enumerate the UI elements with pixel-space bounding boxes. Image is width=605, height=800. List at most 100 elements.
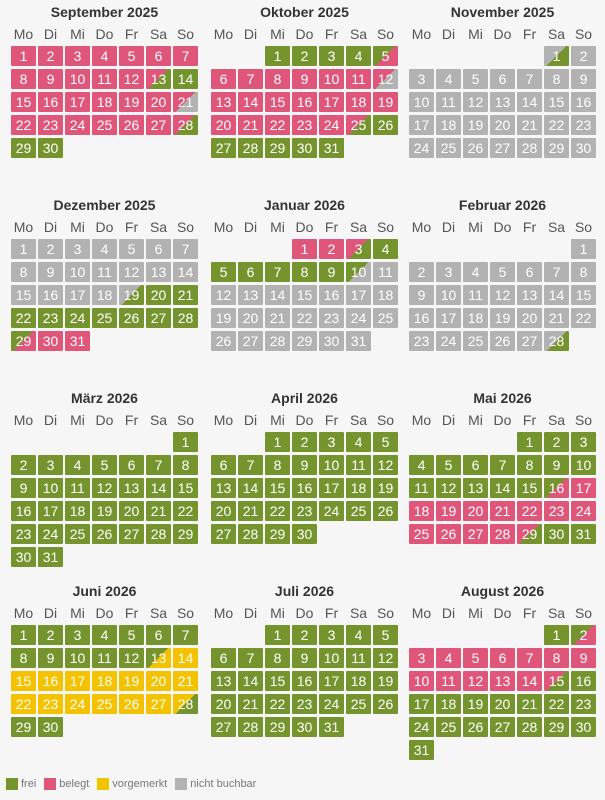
day-cell[interactable]: 7 (173, 46, 198, 66)
day-cell[interactable]: 20 (490, 115, 515, 135)
day-cell[interactable]: 4 (436, 648, 461, 668)
day-cell[interactable]: 1 (265, 46, 290, 66)
day-cell[interactable]: 18 (92, 92, 117, 112)
day-cell[interactable]: 26 (490, 331, 515, 351)
day-cell[interactable]: 28 (173, 308, 198, 328)
day-cell[interactable]: 10 (319, 648, 344, 668)
day-cell[interactable]: 21 (238, 694, 263, 714)
day-cell[interactable]: 18 (346, 671, 371, 691)
day-cell[interactable]: 5 (436, 455, 461, 475)
day-cell[interactable]: 23 (544, 501, 569, 521)
day-cell[interactable]: 14 (544, 285, 569, 305)
day-cell[interactable]: 15 (11, 92, 36, 112)
day-cell[interactable]: 16 (292, 671, 317, 691)
day-cell[interactable]: 15 (265, 671, 290, 691)
day-cell[interactable]: 6 (211, 648, 236, 668)
day-cell[interactable]: 21 (238, 501, 263, 521)
day-cell[interactable]: 26 (463, 717, 488, 737)
day-cell[interactable]: 16 (571, 92, 596, 112)
day-cell[interactable]: 23 (292, 501, 317, 521)
day-cell[interactable]: 24 (436, 331, 461, 351)
day-cell[interactable]: 30 (571, 138, 596, 158)
day-cell[interactable]: 30 (11, 547, 36, 567)
day-cell[interactable]: 10 (65, 262, 90, 282)
day-cell[interactable]: 10 (38, 478, 63, 498)
day-cell[interactable]: 19 (119, 671, 144, 691)
day-cell[interactable]: 3 (319, 625, 344, 645)
day-cell[interactable]: 2 (571, 46, 596, 66)
day-cell[interactable]: 19 (92, 501, 117, 521)
day-cell[interactable]: 17 (409, 694, 434, 714)
day-cell[interactable]: 16 (319, 285, 344, 305)
day-cell[interactable]: 20 (146, 671, 171, 691)
day-cell[interactable]: 5 (119, 46, 144, 66)
day-cell[interactable]: 6 (119, 455, 144, 475)
day-cell[interactable]: 29 (265, 717, 290, 737)
day-cell[interactable]: 16 (544, 478, 569, 498)
day-cell[interactable]: 4 (92, 46, 117, 66)
day-cell[interactable]: 17 (436, 308, 461, 328)
day-cell[interactable]: 22 (173, 501, 198, 521)
day-cell[interactable]: 9 (38, 262, 63, 282)
day-cell[interactable]: 2 (11, 455, 36, 475)
day-cell[interactable]: 23 (571, 694, 596, 714)
day-cell[interactable]: 7 (265, 262, 290, 282)
day-cell[interactable]: 12 (436, 478, 461, 498)
day-cell[interactable]: 20 (238, 308, 263, 328)
day-cell[interactable]: 22 (265, 115, 290, 135)
day-cell[interactable]: 22 (292, 308, 317, 328)
day-cell[interactable]: 1 (11, 46, 36, 66)
day-cell[interactable]: 8 (265, 69, 290, 89)
day-cell[interactable]: 28 (490, 524, 515, 544)
day-cell[interactable]: 15 (571, 285, 596, 305)
day-cell[interactable]: 17 (38, 501, 63, 521)
day-cell[interactable]: 12 (373, 648, 398, 668)
day-cell[interactable]: 13 (211, 671, 236, 691)
day-cell[interactable]: 27 (119, 524, 144, 544)
day-cell[interactable]: 10 (409, 671, 434, 691)
day-cell[interactable]: 21 (173, 671, 198, 691)
day-cell[interactable]: 28 (517, 138, 542, 158)
day-cell[interactable]: 23 (292, 694, 317, 714)
day-cell[interactable]: 14 (490, 478, 515, 498)
day-cell[interactable]: 6 (490, 648, 515, 668)
day-cell[interactable]: 2 (319, 239, 344, 259)
day-cell[interactable]: 23 (38, 694, 63, 714)
day-cell[interactable]: 7 (238, 648, 263, 668)
day-cell[interactable]: 30 (544, 524, 569, 544)
day-cell[interactable]: 31 (319, 717, 344, 737)
day-cell[interactable]: 6 (490, 69, 515, 89)
day-cell[interactable]: 18 (65, 501, 90, 521)
day-cell[interactable]: 8 (544, 648, 569, 668)
day-cell[interactable]: 10 (319, 455, 344, 475)
day-cell[interactable]: 28 (173, 115, 198, 135)
day-cell[interactable]: 5 (211, 262, 236, 282)
day-cell[interactable]: 28 (544, 331, 569, 351)
day-cell[interactable]: 25 (436, 138, 461, 158)
day-cell[interactable]: 21 (173, 92, 198, 112)
day-cell[interactable]: 18 (436, 115, 461, 135)
day-cell[interactable]: 14 (173, 69, 198, 89)
day-cell[interactable]: 5 (373, 625, 398, 645)
day-cell[interactable]: 1 (517, 432, 542, 452)
day-cell[interactable]: 1 (544, 625, 569, 645)
day-cell[interactable]: 13 (463, 478, 488, 498)
day-cell[interactable]: 12 (119, 69, 144, 89)
day-cell[interactable]: 23 (38, 115, 63, 135)
day-cell[interactable]: 26 (211, 331, 236, 351)
day-cell[interactable]: 9 (571, 648, 596, 668)
day-cell[interactable]: 30 (292, 717, 317, 737)
day-cell[interactable]: 21 (544, 308, 569, 328)
day-cell[interactable]: 21 (173, 285, 198, 305)
day-cell[interactable]: 27 (211, 138, 236, 158)
day-cell[interactable]: 1 (265, 625, 290, 645)
day-cell[interactable]: 11 (436, 92, 461, 112)
day-cell[interactable]: 24 (65, 115, 90, 135)
day-cell[interactable]: 4 (92, 625, 117, 645)
day-cell[interactable]: 22 (265, 694, 290, 714)
day-cell[interactable]: 9 (292, 69, 317, 89)
day-cell[interactable]: 13 (146, 648, 171, 668)
day-cell[interactable]: 10 (346, 262, 371, 282)
day-cell[interactable]: 11 (92, 262, 117, 282)
day-cell[interactable]: 9 (571, 69, 596, 89)
